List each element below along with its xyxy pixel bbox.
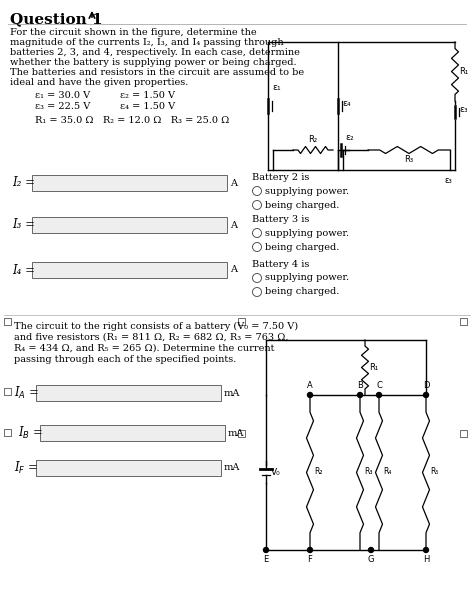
Text: ideal and have the given properties.: ideal and have the given properties. — [10, 78, 188, 87]
Text: ε₄: ε₄ — [342, 99, 351, 109]
FancyBboxPatch shape — [4, 388, 11, 395]
FancyBboxPatch shape — [460, 430, 467, 437]
Text: supplying power.: supplying power. — [265, 274, 349, 282]
Text: Battery 4 is: Battery 4 is — [252, 260, 310, 269]
Text: being charged.: being charged. — [265, 242, 339, 251]
Text: A: A — [230, 221, 237, 230]
Text: I₃ =: I₃ = — [12, 218, 35, 232]
Text: supplying power.: supplying power. — [265, 186, 349, 195]
Circle shape — [308, 393, 312, 397]
FancyBboxPatch shape — [4, 429, 11, 436]
Text: The batteries and resistors in the circuit are assumed to be: The batteries and resistors in the circu… — [10, 68, 304, 77]
Text: ε₂: ε₂ — [345, 133, 354, 142]
Text: A: A — [230, 178, 237, 188]
Text: supplying power.: supplying power. — [265, 229, 349, 238]
Text: R₂: R₂ — [309, 135, 318, 144]
FancyBboxPatch shape — [238, 430, 245, 437]
Text: V₀: V₀ — [271, 468, 281, 477]
Text: I$_{B}$ =: I$_{B}$ = — [18, 425, 43, 441]
Text: passing through each of the specified points.: passing through each of the specified po… — [14, 355, 237, 364]
Text: The circuit to the right consists of a battery (V₀ = 7.50 V): The circuit to the right consists of a b… — [14, 322, 298, 331]
Text: R₁: R₁ — [369, 362, 378, 371]
Text: I$_{A}$ =: I$_{A}$ = — [14, 385, 39, 401]
Circle shape — [368, 548, 374, 552]
Text: batteries 2, 3, and 4, respectively. In each case, determine: batteries 2, 3, and 4, respectively. In … — [10, 48, 300, 57]
Text: ε₂ = 1.50 V: ε₂ = 1.50 V — [120, 91, 175, 100]
Text: Battery 3 is: Battery 3 is — [252, 215, 310, 224]
Text: E: E — [264, 555, 269, 564]
Text: R₁ = 35.0 Ω   R₂ = 12.0 Ω   R₃ = 25.0 Ω: R₁ = 35.0 Ω R₂ = 12.0 Ω R₃ = 25.0 Ω — [35, 116, 229, 125]
FancyBboxPatch shape — [32, 175, 227, 191]
Text: B: B — [357, 381, 363, 390]
Text: whether the battery is supplying power or being charged.: whether the battery is supplying power o… — [10, 58, 297, 67]
FancyBboxPatch shape — [32, 262, 227, 278]
Text: mA: mA — [228, 429, 245, 438]
Circle shape — [423, 393, 428, 397]
Text: mA: mA — [224, 464, 240, 473]
Text: being charged.: being charged. — [265, 288, 339, 297]
FancyBboxPatch shape — [40, 425, 225, 441]
Text: A: A — [230, 265, 237, 274]
Text: D: D — [423, 381, 429, 390]
Text: ε₁: ε₁ — [272, 83, 281, 92]
Text: H: H — [423, 555, 429, 564]
Text: R₁: R₁ — [459, 66, 468, 75]
Circle shape — [357, 393, 363, 397]
Circle shape — [423, 548, 428, 552]
Text: ε₄ = 1.50 V: ε₄ = 1.50 V — [120, 102, 175, 111]
Text: R₃: R₃ — [364, 467, 373, 476]
Text: C: C — [376, 381, 382, 390]
Circle shape — [376, 393, 382, 397]
Text: ε₃: ε₃ — [459, 106, 468, 115]
Text: For the circuit shown in the figure, determine the: For the circuit shown in the figure, det… — [10, 28, 256, 37]
Text: and five resistors (R₁ = 811 Ω, R₂ = 682 Ω, R₃ = 763 Ω,: and five resistors (R₁ = 811 Ω, R₂ = 682… — [14, 333, 289, 342]
Text: R₂: R₂ — [314, 467, 322, 476]
Text: R₅: R₅ — [430, 467, 438, 476]
FancyBboxPatch shape — [460, 318, 467, 325]
Text: I$_{F}$ =: I$_{F}$ = — [14, 460, 38, 476]
Text: Question 1: Question 1 — [10, 12, 103, 26]
Text: magnitude of the currents I₂, I₃, and I₄ passing through: magnitude of the currents I₂, I₃, and I₄… — [10, 38, 283, 47]
Text: I₄ =: I₄ = — [12, 264, 35, 277]
Text: ε₃: ε₃ — [445, 176, 453, 185]
FancyBboxPatch shape — [36, 385, 221, 401]
Text: ε₃ = 22.5 V: ε₃ = 22.5 V — [35, 102, 90, 111]
FancyBboxPatch shape — [238, 318, 245, 325]
Text: G: G — [368, 555, 374, 564]
Text: I₂ =: I₂ = — [12, 177, 35, 189]
Circle shape — [264, 548, 268, 552]
FancyBboxPatch shape — [32, 217, 227, 233]
Text: F: F — [308, 555, 312, 564]
Text: R₃: R₃ — [404, 155, 413, 164]
Text: Battery 2 is: Battery 2 is — [252, 173, 310, 182]
Text: A: A — [307, 381, 313, 390]
Text: mA: mA — [224, 388, 240, 397]
FancyBboxPatch shape — [36, 460, 221, 476]
FancyBboxPatch shape — [4, 318, 11, 325]
Text: being charged.: being charged. — [265, 201, 339, 209]
Circle shape — [308, 548, 312, 552]
Text: ε₁ = 30.0 V: ε₁ = 30.0 V — [35, 91, 90, 100]
Text: R₄: R₄ — [383, 467, 392, 476]
Text: R₄ = 434 Ω, and R₅ = 265 Ω). Determine the current: R₄ = 434 Ω, and R₅ = 265 Ω). Determine t… — [14, 344, 274, 353]
